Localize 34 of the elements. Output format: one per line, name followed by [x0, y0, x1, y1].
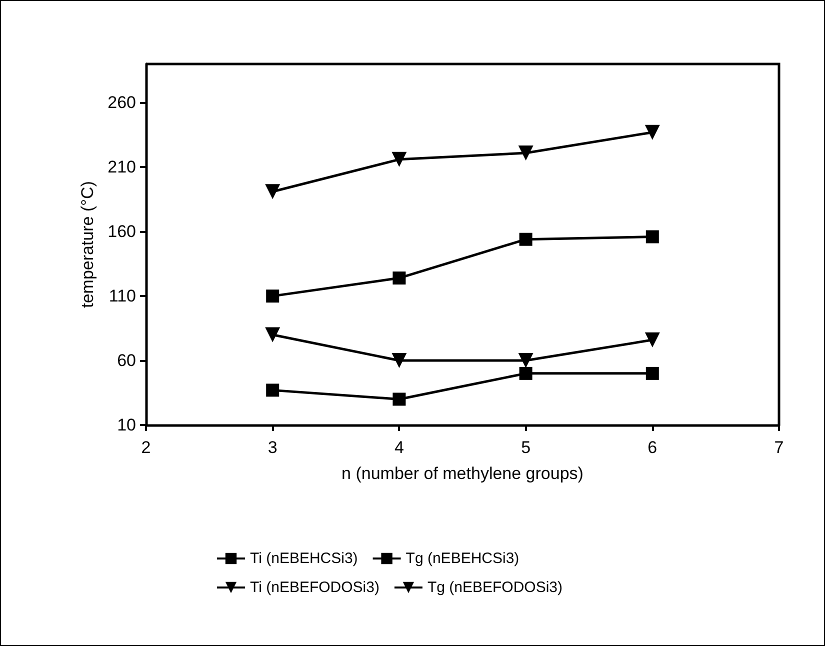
- point: [392, 392, 406, 406]
- legend-label: Ti (nEBEHCSi3): [250, 550, 358, 567]
- point: [644, 332, 660, 348]
- point: [266, 384, 280, 397]
- x-axis-title: n (number of methylene groups): [342, 464, 584, 483]
- y-tick-label: 60: [117, 351, 136, 370]
- x-tick-label: 3: [268, 438, 278, 457]
- point: [392, 152, 407, 167]
- point: [265, 327, 280, 342]
- point: [392, 272, 406, 285]
- x-tick-label: 4: [394, 438, 404, 457]
- point: [519, 366, 532, 380]
- y-tick-label: 10: [117, 416, 136, 434]
- point: [266, 290, 280, 303]
- point: [518, 145, 534, 160]
- y-tick-label: 160: [108, 222, 136, 242]
- point: [646, 230, 659, 244]
- point: [519, 232, 532, 246]
- y-axis-title: temperature (°C): [78, 181, 97, 308]
- x-tick-label: 6: [648, 438, 658, 457]
- point: [644, 124, 660, 140]
- legend-label: Tg (nEBEFODOSi3): [427, 579, 562, 596]
- y-tick-label: 210: [108, 158, 136, 177]
- y-tick-label: 260: [108, 93, 136, 112]
- legend-label: Ti (nEBEFODOSi3): [250, 579, 380, 596]
- y-tick-label: 110: [108, 286, 136, 306]
- x-tick-label: 7: [774, 438, 784, 457]
- point: [646, 366, 659, 380]
- x-tick-label: 5: [521, 438, 531, 457]
- legend-label: Tg (nEBEHCSi3): [406, 550, 520, 567]
- point: [265, 184, 280, 200]
- x-tick-label: 2: [141, 438, 151, 457]
- point: [518, 353, 534, 368]
- point: [392, 353, 407, 368]
